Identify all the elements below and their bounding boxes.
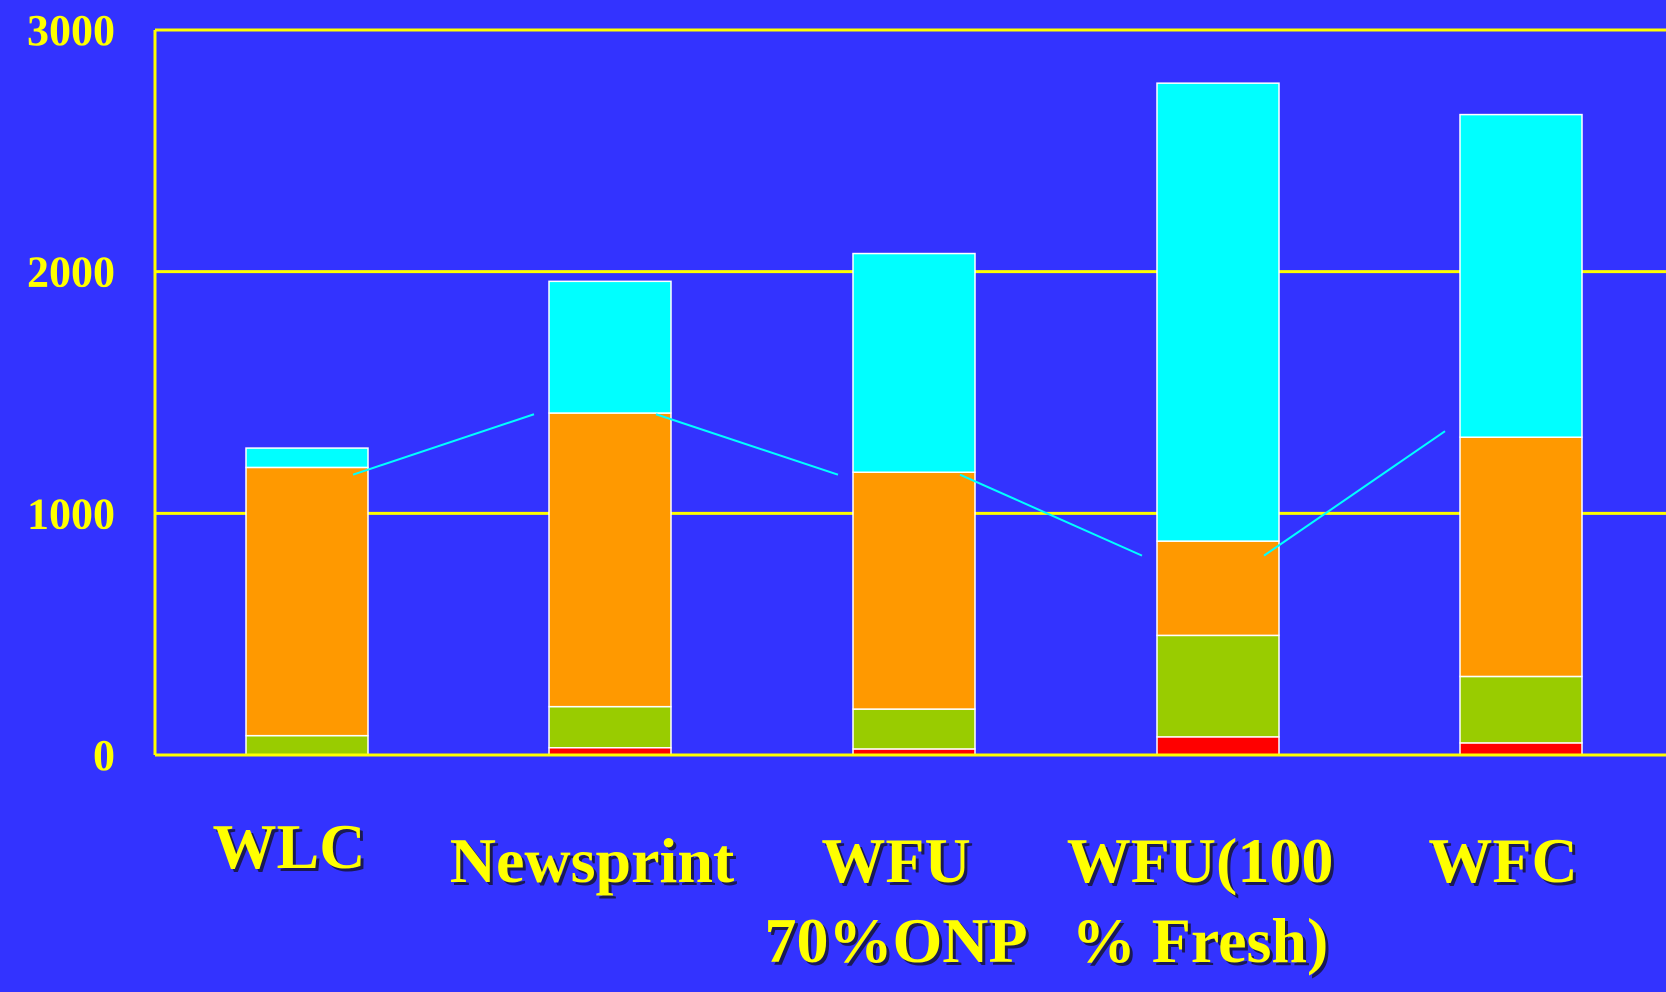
- category-label-shadow-1-0: Newsprint: [453, 828, 738, 899]
- bar-segment-4-3: [1459, 113, 1583, 438]
- category-label-1-0: Newsprint: [450, 825, 735, 896]
- y-tick-label-3000: 3000: [27, 6, 115, 55]
- bar-segment-1-3: [548, 280, 672, 414]
- y-tick-label-1000: 1000: [27, 489, 115, 538]
- bar-segment-2-3: [852, 252, 976, 473]
- y-tick-label-0: 0: [93, 731, 115, 780]
- trend-line-segment-1: [655, 413, 839, 476]
- bar-segment-1-1: [548, 705, 672, 749]
- line-layer: [352, 413, 1446, 557]
- bar-segment-3-3: [1156, 82, 1280, 542]
- bar-segment-0-1: [245, 734, 369, 756]
- category-label-shadow-3-1: % Fresh): [1075, 908, 1332, 979]
- bar-segment-2-2: [852, 471, 976, 710]
- category-label-shadow-2-1: 70%ONP: [767, 908, 1030, 979]
- category-label-shadow-0-0: WLC: [216, 814, 369, 885]
- category-label-shadow-2-0: WFU: [824, 828, 973, 899]
- bar-segment-4-2: [1459, 436, 1583, 678]
- category-label-2-0: WFU: [821, 825, 970, 896]
- bar-segment-3-1: [1156, 634, 1280, 738]
- bar-segment-4-0: [1459, 742, 1583, 756]
- category-label-0-0: WLC: [213, 811, 366, 882]
- bar-segment-3-2: [1156, 540, 1280, 637]
- y-tick-labels: 0 1000 2000 3000: [27, 6, 115, 780]
- bar-segment-3-0: [1156, 736, 1280, 756]
- trend-line-segment-3: [1263, 430, 1446, 557]
- bar-layer: [245, 82, 1583, 756]
- category-label-shadow-3-0: WFU(100: [1070, 828, 1337, 899]
- axis-layer: [153, 30, 1666, 757]
- category-label-shadow-4-0: WFC: [1431, 828, 1580, 899]
- bar-segment-2-1: [852, 708, 976, 750]
- category-label-3-1: % Fresh): [1072, 905, 1329, 976]
- category-label-2-1: 70%ONP: [764, 905, 1027, 976]
- bar-segment-4-1: [1459, 675, 1583, 744]
- bar-segment-0-3: [245, 447, 369, 469]
- category-label-3-0: WFU(100: [1067, 825, 1334, 896]
- y-tick-label-2000: 2000: [27, 248, 115, 297]
- bar-segment-1-2: [548, 412, 672, 708]
- bar-segment-0-2: [245, 466, 369, 737]
- trend-line-segment-2: [959, 473, 1143, 557]
- category-label-4-0: WFC: [1428, 825, 1577, 896]
- trend-line-segment-0: [352, 413, 535, 476]
